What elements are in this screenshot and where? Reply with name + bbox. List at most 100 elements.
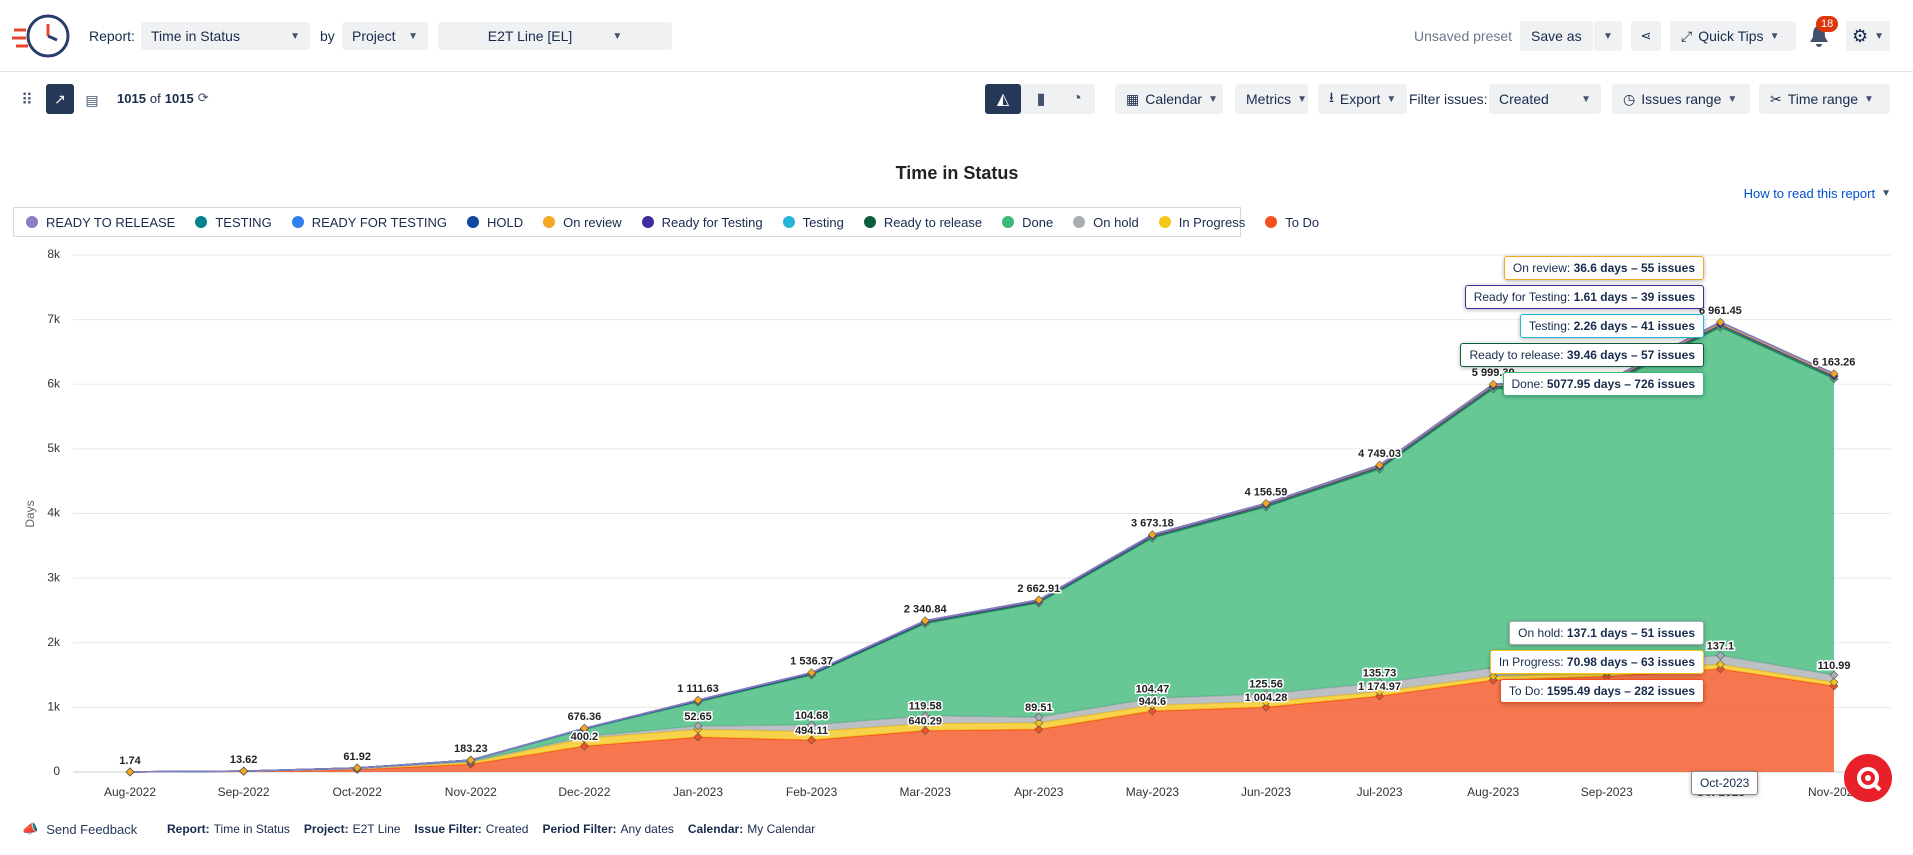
point-marker: [1034, 712, 1044, 722]
calendar-button[interactable]: ▦ Calendar ▼: [1115, 84, 1223, 114]
point-marker: [807, 735, 817, 745]
point-marker: [1715, 651, 1725, 660]
footer-info: Report: Time in Status Project: E2T Line Iss…: [167, 818, 815, 840]
legend-label: Ready for Testing: [661, 214, 763, 230]
tooltip-item: Done: 5077.95 days – 726 issues: [1502, 372, 1704, 396]
data-label: 137.1: [1707, 640, 1735, 652]
more-button[interactable]: ▼: [1594, 21, 1622, 51]
of-text: of: [149, 90, 161, 106]
footer-item: Period Filter: Any dates: [542, 822, 673, 836]
y-tick-label: 0: [53, 764, 60, 778]
issues-range-button[interactable]: ◷ Issues range ▼: [1612, 84, 1750, 114]
total-label: 2 662.91: [1017, 583, 1060, 595]
grid-view-button[interactable]: ⠿: [14, 85, 40, 115]
table-view-button[interactable]: ▤: [79, 85, 105, 115]
project-value: E2T Line [EL]: [487, 28, 573, 44]
legend-item: READY FOR TESTING: [291, 215, 447, 230]
data-label: 494.11: [795, 725, 828, 737]
point-marker: [693, 695, 703, 705]
pie-chart-button[interactable]: ◔: [1072, 90, 1082, 107]
total-label: 1 536.37: [790, 656, 833, 668]
tooltip-item: Testing: 2.26 days – 41 issues: [1519, 314, 1704, 338]
filter-select[interactable]: Created ▼: [1489, 84, 1601, 114]
report-value: Time in Status: [151, 28, 240, 44]
tooltip-label: On hold:: [1518, 626, 1564, 640]
export-button[interactable]: ⭳ Export ▼: [1318, 84, 1407, 114]
total-label: 183.23: [454, 743, 488, 755]
footer-label: Calendar:: [687, 822, 744, 836]
footer-value: Created: [485, 822, 529, 836]
tooltip-item: To Do: 1595.49 days – 282 issues: [1499, 679, 1704, 703]
legend-item: Done: [1002, 215, 1053, 230]
help-link[interactable]: How to read this report ▼: [1743, 185, 1891, 201]
area-chart-button[interactable]: ◭: [985, 84, 1021, 114]
legend-item: Testing: [782, 214, 844, 230]
point-marker: [125, 767, 135, 777]
legend-dot: [26, 216, 38, 228]
share-button[interactable]: ⋖: [1631, 21, 1661, 51]
point-marker: [1261, 689, 1271, 699]
metrics-text: Metrics: [1246, 91, 1292, 107]
x-tick-label: Jul-2023: [1357, 785, 1403, 799]
y-tick-label: 5k: [47, 441, 61, 455]
tooltip-item: Ready for Testing: 1.61 days – 39 issues: [1464, 285, 1704, 309]
point-marker: [693, 721, 703, 731]
point-marker: [1375, 460, 1385, 470]
total-label: 4 749.03: [1358, 448, 1401, 460]
x-tick-label: May-2023: [1126, 785, 1180, 799]
footer-label: Project:: [303, 822, 349, 836]
data-label: 110.99: [1817, 660, 1850, 672]
x-tick-label: Mar-2023: [900, 785, 952, 799]
settings-button[interactable]: ⚙ ▼: [1846, 21, 1890, 51]
y-tick-label: 1k: [47, 700, 61, 714]
chat-button[interactable]: [1844, 754, 1892, 802]
total-label: 61.92: [343, 751, 371, 763]
project-select[interactable]: E2T Line [EL] ▼: [438, 22, 672, 50]
metrics-button[interactable]: Metrics ▼: [1235, 84, 1308, 114]
chart-view-button[interactable]: ↗: [46, 84, 74, 114]
report-select[interactable]: Time in Status ▼: [141, 22, 310, 50]
legend-item: TESTING: [195, 215, 272, 230]
tooltip-value: 36.6 days – 55 issues: [1573, 261, 1695, 275]
time-range-button[interactable]: ✂ Time range ▼: [1759, 84, 1890, 114]
legend-item: HOLD: [467, 215, 523, 230]
point-marker: [1488, 671, 1498, 681]
filter-value: Created: [1499, 91, 1549, 107]
legend-label: On review: [563, 214, 622, 230]
legend-label: Done: [1022, 214, 1054, 230]
total-label: 6 163.26: [1813, 357, 1856, 369]
data-label: 52.65: [684, 711, 712, 723]
data-label: 1 174.97: [1358, 681, 1401, 693]
legend-label: Testing: [802, 214, 844, 230]
legend-dot: [195, 216, 208, 228]
legend-dot: [543, 216, 556, 228]
legend-item: On hold: [1073, 215, 1139, 230]
legend-dot: [467, 216, 480, 228]
bar-chart-button[interactable]: ▮: [1036, 91, 1046, 108]
point-marker: [239, 766, 249, 776]
point-marker: [1147, 530, 1157, 540]
tooltip-value: 39.46 days – 57 issues: [1566, 348, 1695, 362]
point-marker: [1488, 379, 1498, 389]
tooltip-value: 5077.95 days – 726 issues: [1546, 377, 1695, 391]
point-marker: [579, 741, 589, 751]
data-label: 125.56: [1249, 679, 1283, 691]
point-marker: [1715, 659, 1725, 669]
tooltip-value: 1.61 days – 39 issues: [1573, 290, 1695, 304]
point-marker: [920, 616, 930, 626]
x-tick-label: Oct-2022: [333, 785, 383, 799]
group-select[interactable]: Project ▼: [342, 22, 428, 50]
y-axis-label: Days: [23, 500, 37, 527]
issues-range-text: Issues range: [1641, 91, 1722, 107]
logo: [12, 14, 70, 58]
point-marker: [807, 720, 817, 730]
point-marker: [920, 726, 930, 736]
tooltip-label: In Progress:: [1498, 655, 1564, 669]
feedback-link[interactable]: 📣 Send Feedback: [22, 821, 138, 837]
y-tick-label: 6k: [47, 376, 61, 390]
quick-tips-button[interactable]: ⤢ Quick Tips ▼: [1670, 21, 1796, 51]
chat-icon: [1857, 767, 1882, 792]
save-as-button[interactable]: Save as: [1520, 21, 1593, 51]
footer-value: My Calendar: [747, 822, 816, 836]
save-as-text: Save as: [1531, 28, 1582, 44]
